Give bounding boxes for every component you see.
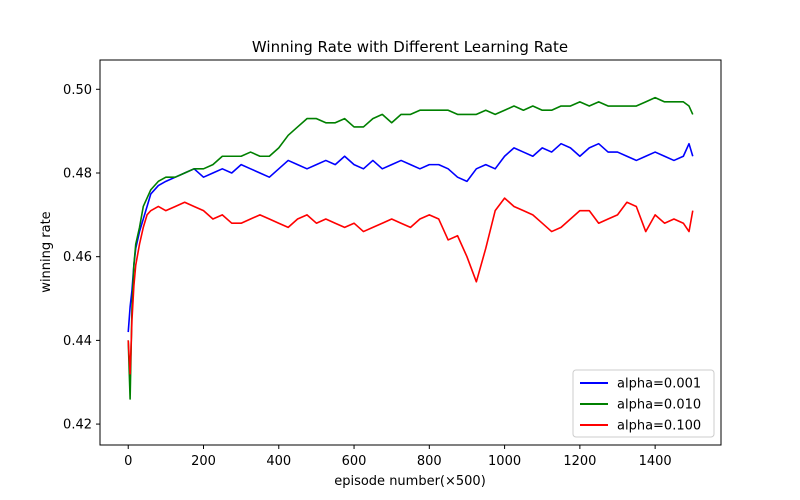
legend-label-1: alpha=0.001 [617, 377, 701, 392]
x-tick-label: 0 [124, 454, 132, 469]
plot-frame [99, 59, 722, 446]
series-line-2 [127, 96, 694, 400]
y-axis: 0.42 0.44 0.46 0.48 0.50 [63, 83, 100, 433]
x-tick-label: 1000 [488, 454, 521, 469]
legend: alpha=0.001 alpha=0.010 alpha=0.100 [572, 369, 715, 438]
x-axis-title: episode number(×500) [334, 474, 486, 489]
y-tick-label: 0.44 [63, 334, 92, 349]
legend-label-3: alpha=0.100 [617, 419, 701, 434]
x-tick-label: 600 [342, 454, 367, 469]
series-line-3 [127, 197, 694, 375]
chart-title: Winning Rate with Different Learning Rat… [252, 38, 568, 56]
y-tick-label: 0.50 [63, 83, 92, 98]
x-tick-label: 1200 [563, 454, 596, 469]
x-tick-label: 200 [191, 454, 216, 469]
x-axis: 0 200 400 600 800 1000 1200 1400 [124, 445, 672, 469]
series-layer [127, 96, 694, 400]
legend-label-2: alpha=0.010 [617, 398, 701, 413]
series-line-1 [127, 142, 694, 333]
y-tick-label: 0.46 [63, 250, 92, 265]
legend-box [572, 369, 715, 438]
x-tick-label: 1400 [639, 454, 672, 469]
y-tick-label: 0.42 [63, 418, 92, 433]
x-tick-label: 800 [417, 454, 442, 469]
y-axis-title: winning rate [39, 211, 54, 292]
y-tick-label: 0.48 [63, 166, 92, 181]
x-tick-label: 400 [266, 454, 291, 469]
